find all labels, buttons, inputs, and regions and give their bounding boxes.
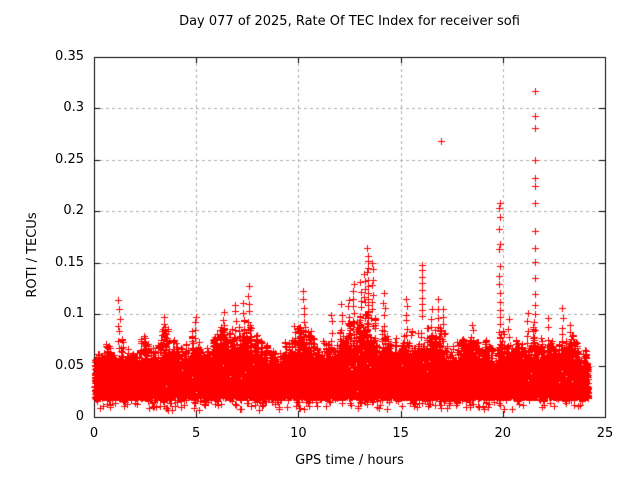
x-axis-label: GPS time / hours	[295, 453, 404, 468]
x-tick-label: 15	[392, 426, 409, 441]
y-tick-label: 0.35	[55, 49, 84, 64]
x-tick-label: 20	[494, 426, 512, 441]
x-tick-label: 25	[596, 426, 614, 441]
x-tick-label: 0	[89, 426, 99, 441]
y-tick-label: 0	[75, 409, 84, 424]
y-tick-label: 0.05	[55, 357, 84, 373]
x-tick-label: 5	[192, 426, 201, 441]
y-tick-label: 0.15	[55, 254, 84, 270]
y-tick-label: 0.25	[55, 151, 84, 167]
y-tick-label: 0.1	[63, 306, 84, 322]
y-tick-label: 0.3	[63, 100, 84, 116]
y-tick-label: 0.2	[63, 203, 84, 219]
x-tick-label: 10	[290, 426, 307, 441]
chart-title: Day 077 of 2025, Rate Of TEC Index for r…	[179, 14, 520, 29]
